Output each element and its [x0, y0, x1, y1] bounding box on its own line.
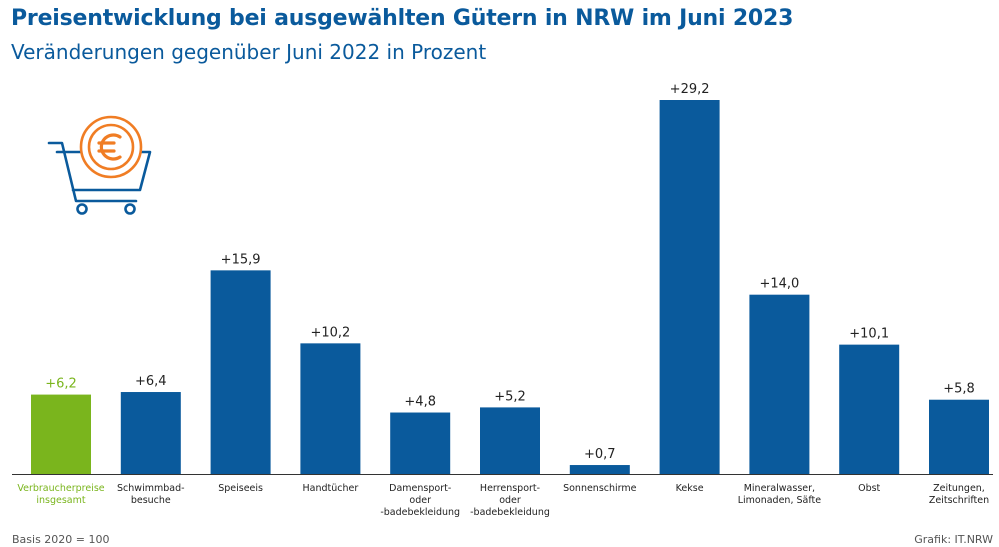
bar-10 — [929, 399, 989, 474]
bar-5 — [480, 407, 540, 474]
shopping-cart-euro-icon — [47, 115, 152, 215]
category-label-0: Verbraucherpreise insgesamt — [17, 483, 104, 506]
category-label-4: Damensport-oder -badebekleidung — [380, 483, 460, 518]
category-label-1: Schwimmbad-besuche — [117, 483, 185, 506]
chart-title: Preisentwicklung bei ausgewählten Gütern… — [11, 6, 794, 31]
bar-1 — [120, 392, 181, 474]
value-label-4: +4,8 — [404, 395, 436, 410]
source-note: Grafik: IT.NRW — [914, 533, 993, 546]
category-label-2: Speiseeis — [218, 483, 263, 494]
bar-6 — [569, 465, 630, 474]
category-label-10: Zeitungen, Zeitschriften — [929, 483, 989, 506]
value-label-1: +6,4 — [135, 374, 167, 389]
value-label-10: +5,8 — [943, 382, 975, 397]
value-label-7: +29,2 — [670, 82, 710, 97]
category-label-3: Handtücher — [303, 483, 359, 494]
category-label-5: Herrensport-oder -badebekleidung — [470, 483, 550, 518]
value-label-9: +10,1 — [849, 327, 889, 342]
value-label-0: +6,2 — [45, 377, 77, 392]
bar-0 — [31, 394, 91, 474]
bar-8 — [749, 294, 810, 474]
value-label-3: +10,2 — [310, 325, 350, 340]
value-label-8: +14,0 — [759, 277, 799, 292]
category-label-7: Kekse — [676, 483, 704, 494]
bar-9 — [839, 344, 900, 474]
category-label-9: Obst — [858, 483, 880, 494]
bar-4 — [390, 412, 451, 474]
category-label-8: Mineralwasser, Limonaden, Säfte — [738, 483, 822, 506]
bar-3 — [300, 343, 361, 474]
category-label-6: Sonnenschirme — [563, 483, 637, 494]
bar-7 — [659, 100, 720, 474]
value-label-6: +0,7 — [584, 447, 616, 462]
bar-2 — [210, 270, 271, 474]
chart-subtitle: Veränderungen gegenüber Juni 2022 in Pro… — [11, 40, 487, 64]
basis-note: Basis 2020 = 100 — [12, 533, 110, 546]
value-label-2: +15,9 — [221, 252, 261, 267]
value-label-5: +5,2 — [494, 389, 526, 404]
